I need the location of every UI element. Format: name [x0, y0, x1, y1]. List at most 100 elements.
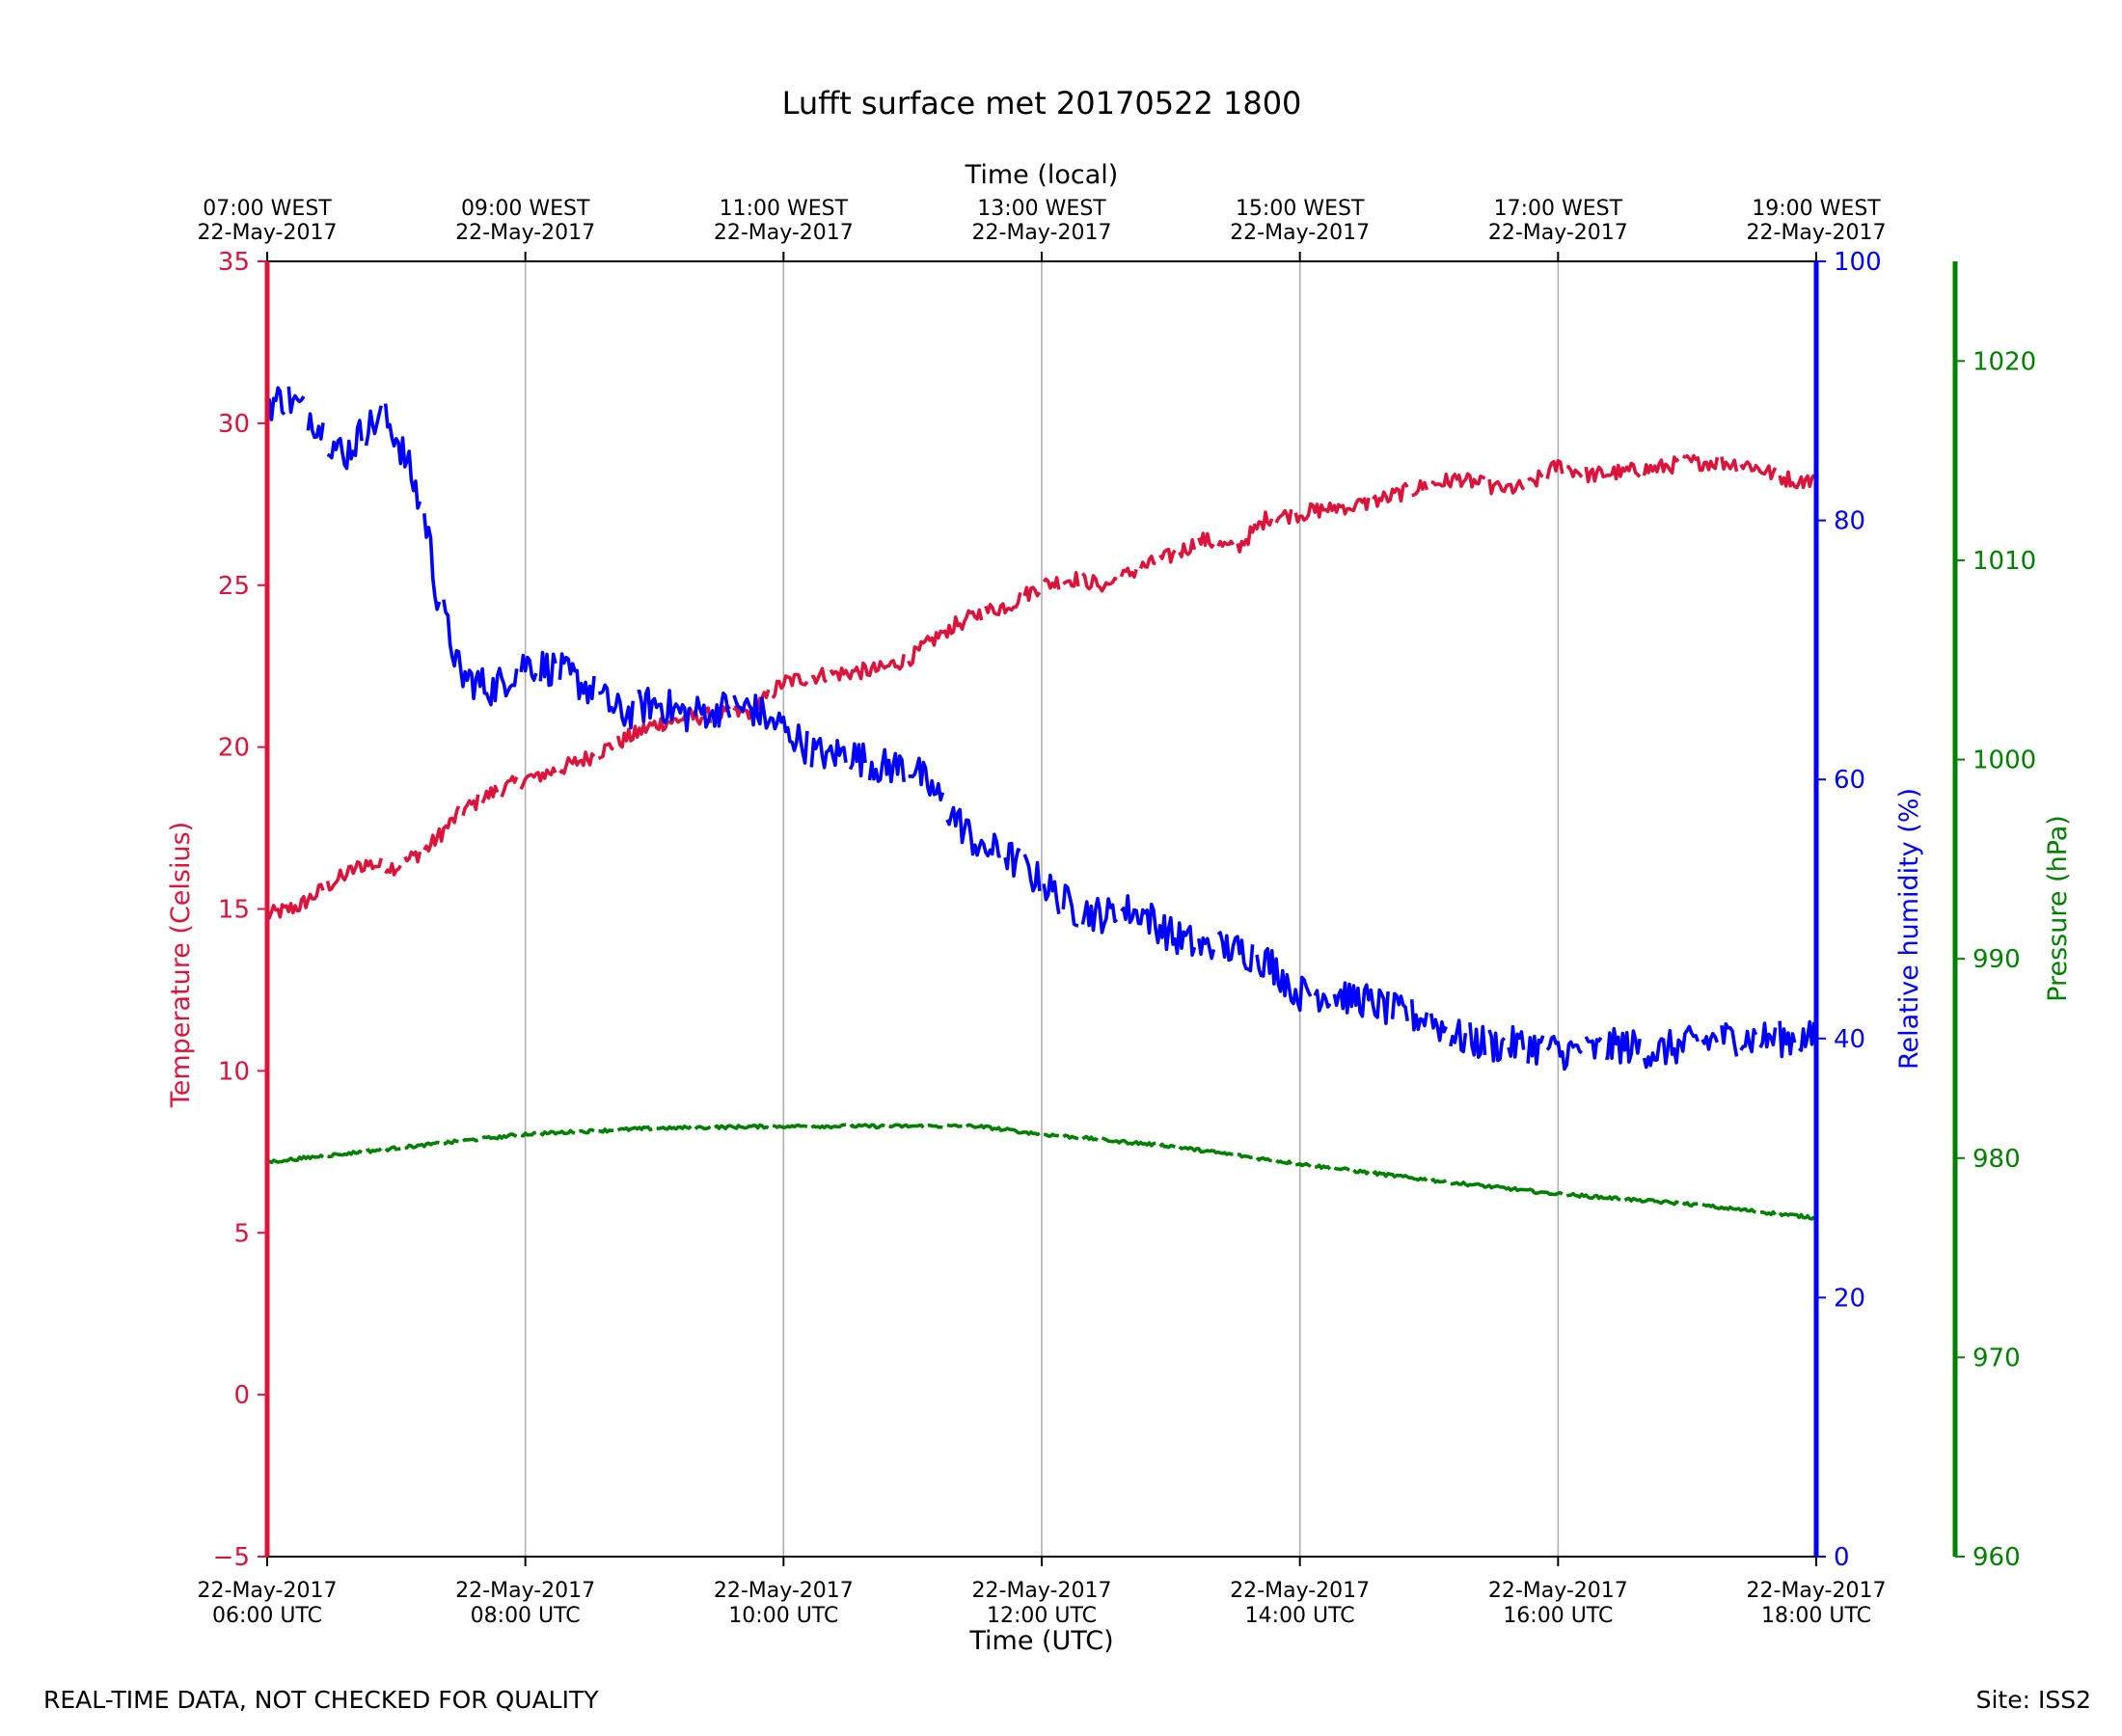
series-line-temperature [1236, 510, 1274, 554]
series-line-pressure [616, 1125, 653, 1132]
series-line-temperature [1372, 481, 1409, 508]
series-line-pressure [849, 1123, 885, 1130]
series-line-temperature [1682, 453, 1720, 473]
series-line-pressure [1255, 1156, 1273, 1163]
series-line-temperature [1566, 465, 1584, 478]
x-axis-title: Time (UTC) [968, 1626, 1113, 1656]
temperature-axis-title: Temperature (Celsius) [166, 822, 196, 1108]
series-line-temperature [771, 672, 809, 699]
series-line-pressure [1372, 1170, 1428, 1182]
humidity-tick-label: 60 [1834, 766, 1865, 795]
series-line-temperature [1081, 572, 1118, 593]
humidity-tick-label: 80 [1834, 507, 1865, 536]
series-line-humidity [945, 805, 1001, 858]
x-tick-label-local-date: 22-May-2017 [1488, 221, 1628, 245]
x-tick-label-local-time: 07:00 WEST [203, 197, 332, 221]
series-line-temperature [1739, 460, 1778, 481]
series-line-temperature [597, 742, 614, 761]
series-line-temperature [1042, 576, 1061, 590]
series-line-pressure [656, 1125, 693, 1131]
series-line-temperature [1545, 458, 1564, 479]
temperature-tick-label: 35 [218, 248, 250, 277]
pressure-tick-label: 960 [1972, 1543, 2021, 1572]
series-line-temperature [519, 766, 558, 791]
series-line-temperature [1584, 461, 1642, 484]
series-line-pressure [1450, 1180, 1564, 1197]
x-tick-label-utc-time: 06:00 UTC [212, 1604, 322, 1628]
series-lines [265, 386, 1816, 1221]
x-tick-label-utc-date: 22-May-2017 [455, 1579, 595, 1603]
series-line-humidity [694, 691, 732, 729]
series-line-pressure [772, 1123, 808, 1129]
series-line-pressure [1102, 1136, 1156, 1148]
series-line-humidity [1545, 1035, 1584, 1071]
series-line-temperature [1062, 570, 1080, 588]
series-line-humidity [1255, 946, 1313, 1013]
temperature-tick-label: −5 [213, 1543, 250, 1572]
temperature-tick-label: 20 [218, 734, 250, 763]
series-line-humidity [1584, 1036, 1603, 1060]
series-line-pressure [1623, 1196, 1679, 1207]
series-line-pressure [694, 1125, 712, 1130]
series-line-humidity [383, 403, 422, 510]
series-line-humidity [1526, 1034, 1545, 1066]
x-tick-label-utc-date: 22-May-2017 [198, 1579, 338, 1603]
series-line-temperature [1274, 508, 1293, 526]
series-line-pressure [1778, 1211, 1816, 1221]
series-line-temperature [480, 784, 500, 804]
series-line-temperature [403, 850, 422, 864]
series-line-temperature [1778, 470, 1816, 490]
x-tick-label-utc-time: 08:00 UTC [471, 1604, 581, 1628]
chart-title: Lufft surface met 20170522 1800 [782, 85, 1302, 122]
series-line-pressure [539, 1128, 576, 1137]
series-line-humidity [637, 686, 693, 733]
series-line-pressure [443, 1138, 459, 1146]
series-line-pressure [810, 1123, 847, 1130]
x-tick-label-local-time: 13:00 WEST [977, 197, 1106, 221]
series-line-humidity [286, 386, 306, 415]
series-line-pressure [1081, 1134, 1100, 1142]
series-line-humidity [422, 513, 442, 611]
series-line-humidity [1042, 873, 1061, 914]
series-line-humidity [306, 412, 325, 441]
x-tick-label-local-date: 22-May-2017 [1747, 221, 1887, 245]
series-line-temperature [1487, 478, 1526, 496]
series-line-pressure [1681, 1201, 1699, 1208]
series-line-pressure [384, 1145, 401, 1153]
series-line-temperature [1430, 472, 1486, 489]
series-line-humidity [1778, 1020, 1797, 1059]
series-line-humidity [1487, 1029, 1507, 1063]
series-line-humidity [1642, 1024, 1700, 1070]
pressure-axis-title: Pressure (hPa) [2043, 815, 2073, 1002]
series-line-humidity [1003, 841, 1021, 879]
series-line-pressure [1759, 1209, 1778, 1216]
series-line-pressure [520, 1130, 536, 1138]
humidity-tick-label: 40 [1834, 1025, 1865, 1054]
series-line-temperature [384, 861, 402, 877]
x-tick-label-local-time: 19:00 WEST [1752, 197, 1881, 221]
series-line-pressure [1333, 1166, 1350, 1172]
series-line-humidity [1468, 1022, 1487, 1059]
x-tick-label-local-date: 22-May-2017 [714, 221, 854, 245]
series-line-humidity [867, 747, 906, 784]
series-line-temperature [1138, 554, 1156, 570]
x-tick-label-utc-time: 18:00 UTC [1761, 1604, 1871, 1628]
series-line-humidity [326, 419, 364, 471]
series-line-pressure [1429, 1178, 1448, 1184]
series-line-pressure [1352, 1168, 1371, 1176]
series-line-pressure [327, 1149, 363, 1159]
series-line-pressure [927, 1123, 943, 1129]
x-tick-label-utc-date: 22-May-2017 [714, 1579, 854, 1603]
series-line-humidity [1332, 981, 1390, 1025]
series-line-temperature [1216, 539, 1236, 549]
x-tick-label-local-time: 09:00 WEST [461, 197, 590, 221]
series-line-temperature [810, 666, 829, 685]
series-line-pressure [462, 1137, 479, 1143]
series-line-temperature [422, 805, 461, 854]
x-tick-label-local-date: 22-May-2017 [198, 221, 338, 245]
quality-disclaimer: REAL-TIME DATA, NOT CHECKED FOR QUALITY [43, 1686, 599, 1714]
series-line-humidity [732, 693, 809, 765]
series-line-humidity [1758, 1021, 1778, 1049]
x-tick-label-utc-date: 22-May-2017 [1230, 1579, 1370, 1603]
